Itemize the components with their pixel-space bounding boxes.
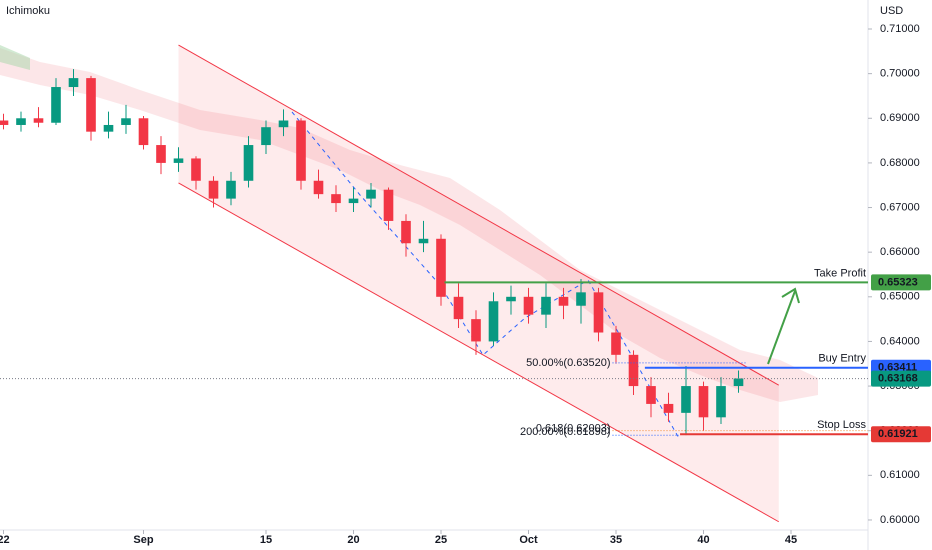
candle-body [733,378,744,387]
channel-line [178,44,779,386]
y-tick-label: 0.70000 [880,68,920,80]
fib-label: 0.618(0.62003) [536,422,611,434]
candle-body [348,198,359,204]
candle-body [383,189,394,221]
candle-body [611,332,621,355]
price-tag-label: 0.61921 [878,428,918,440]
y-tick-label: 0.60000 [880,514,920,526]
level-name: Buy Entry [818,353,866,365]
plot-area [178,44,779,523]
candle-body [663,403,674,413]
arrow [767,290,796,365]
y-tick-label: 0.61000 [880,469,920,481]
candle-body [103,124,114,132]
price-tag [871,274,931,291]
y-tick-label: 0.65000 [880,291,920,303]
candle-body [16,118,26,125]
candle-body [401,220,411,244]
candle-body [313,180,324,195]
arrow-head [781,287,800,304]
ichimoku-cloud-green [0,45,30,70]
zigzag [291,111,681,441]
candle-body [558,296,569,306]
candle-body [173,158,184,163]
currency-label: USD [880,5,903,17]
candle-body [0,120,9,125]
x-tick-label: 25 [435,534,447,546]
y-tick-label: 0.68000 [880,157,920,169]
candle-body [716,386,726,418]
candle-body [488,301,499,342]
candle-body [523,296,534,315]
candle-body [681,386,691,413]
candle-body [68,78,79,88]
x-tick-label: 20 [347,534,359,546]
candle-body [121,118,131,125]
x-tick-label: 15 [260,534,272,546]
candle-body [86,78,96,132]
candle-body [33,118,44,123]
fib-label: 200.00%(0.61898) [520,426,611,438]
candle-body [331,194,341,204]
x-tick-label: 22 [0,534,10,546]
price-tag [871,370,931,387]
y-tick-label: 0.66000 [880,246,920,258]
y-tick-label: 0.64000 [880,335,920,347]
candle-body [436,238,446,297]
candle-body [156,145,166,163]
x-tick-label: 45 [785,534,797,546]
candle-body [366,189,376,199]
level-name: Stop Loss [817,419,866,431]
candle-body [138,118,149,146]
candle-body [51,87,61,123]
candle-body [191,158,201,181]
candle-body [646,386,656,404]
level-name: Take Profit [814,267,866,279]
x-tick-label: Sep [133,534,153,546]
candle-body [506,296,516,302]
y-tick-label: 0.69000 [880,112,920,124]
candle-body [226,180,236,199]
candle-body [243,145,254,181]
candle-body [698,386,709,418]
candle-body [208,180,219,199]
candle-body [576,292,586,306]
x-tick-label: 40 [697,534,709,546]
price-tag-label: 0.63168 [878,372,918,384]
y-tick-label: 0.71000 [880,23,920,35]
fib-label: 50.00%(0.63520) [526,357,610,369]
candle-body [418,238,429,244]
candle-body [261,127,271,146]
y-tick-label: 0.67000 [880,201,920,213]
candle-body [628,354,639,387]
candle-body [593,292,604,333]
x-tick-label: 35 [610,534,622,546]
ichimoku-cloud [0,48,818,402]
price-tag [871,426,931,443]
indicator-label: Ichimoku [6,5,50,17]
candle-body [471,319,481,342]
candle-body [296,120,306,181]
candle-body [453,296,464,320]
candle-body [541,296,551,315]
channel-line [178,182,779,523]
channel-fill [178,45,779,522]
price-tag-label: 0.65323 [878,276,918,288]
x-tick-label: Oct [519,534,538,546]
candle-body [278,120,289,128]
